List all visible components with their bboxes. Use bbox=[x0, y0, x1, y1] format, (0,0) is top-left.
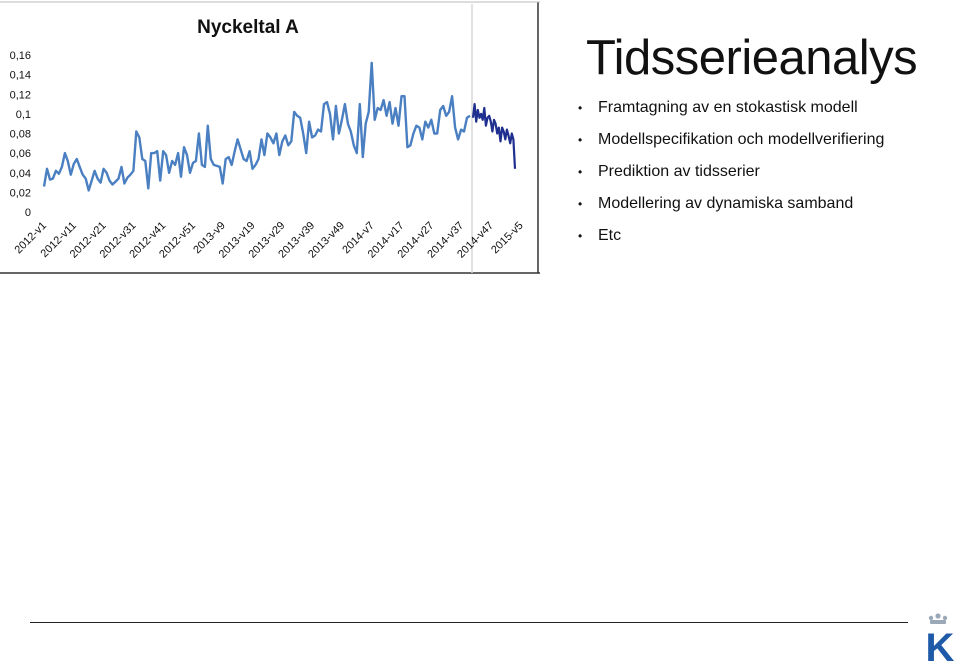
bullet-item: • Framtagning av en stokastisk modell bbox=[578, 100, 884, 132]
series-line-forecast bbox=[471, 103, 517, 169]
y-tick-label: 0,04 bbox=[10, 168, 31, 180]
k-logo: K bbox=[926, 613, 955, 664]
y-axis: 0 0,02 0,04 0,06 0,08 0,1 0,12 0,14 0,16 bbox=[10, 50, 31, 219]
bullet-text: Prediktion av tidsserier bbox=[598, 163, 760, 180]
bullet-item: • Prediktion av tidsserier bbox=[578, 164, 884, 196]
chart-title: Nyckeltal A bbox=[197, 17, 299, 38]
crown-icon bbox=[928, 613, 948, 624]
y-tick-label: 0,14 bbox=[10, 70, 31, 82]
bullet-item: • Modellspecifikation och modellverifieri… bbox=[578, 132, 884, 164]
bullet-text: Etc bbox=[598, 227, 622, 244]
y-tick-label: 0,16 bbox=[10, 50, 31, 62]
x-tick-label: 2015-v5 bbox=[489, 220, 526, 257]
bullet-item: • Modellering av dynamiska samband bbox=[578, 196, 884, 228]
slide-title: Tidsserieanalys bbox=[586, 31, 918, 85]
bullet-text: Modellspecifikation och modellverifierin… bbox=[598, 131, 885, 148]
k-logo-letter: K bbox=[926, 626, 955, 664]
series-layer bbox=[42, 61, 517, 192]
y-tick-label: 0,02 bbox=[10, 187, 31, 199]
bullet-item: • Etc bbox=[578, 228, 884, 260]
bullet-dot-icon: • bbox=[578, 133, 583, 147]
bullet-dot-icon: • bbox=[578, 101, 583, 115]
y-tick-label: 0 bbox=[25, 207, 31, 219]
chart-panel: Nyckeltal A 0 0,02 0,04 0,06 0,08 0,1 0,12 0,14… bbox=[0, 0, 540, 275]
bullet-dot-icon: • bbox=[578, 229, 583, 243]
bullet-text: Modellering av dynamiska samband bbox=[598, 195, 854, 212]
y-tick-label: 0,06 bbox=[10, 148, 31, 160]
x-axis: 2012-v12012-v112012-v212012-v312012-v412… bbox=[13, 220, 526, 261]
line-chart: Nyckeltal A 0 0,02 0,04 0,06 0,08 0,1 0,12 0,14… bbox=[0, 1, 540, 274]
bullet-list: • Framtagning av en stokastisk modell • Mo… bbox=[578, 100, 884, 260]
bullet-text: Framtagning av en stokastisk modell bbox=[598, 99, 858, 116]
y-tick-label: 0,12 bbox=[10, 89, 31, 101]
bullet-dot-icon: • bbox=[578, 197, 583, 211]
y-tick-label: 0,1 bbox=[16, 109, 31, 121]
series-line-historical bbox=[42, 61, 471, 192]
y-tick-label: 0,08 bbox=[10, 129, 31, 141]
footer-rule bbox=[30, 622, 908, 623]
bullet-dot-icon: • bbox=[578, 165, 583, 179]
